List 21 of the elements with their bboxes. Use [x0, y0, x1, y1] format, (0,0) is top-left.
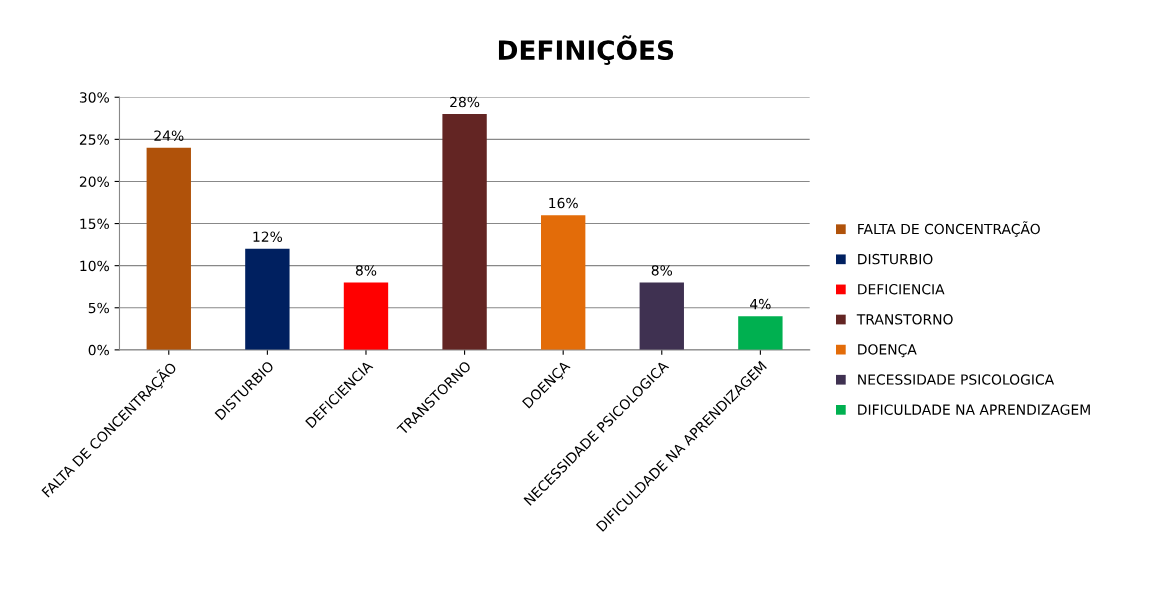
- data-label: 4%: [750, 298, 771, 310]
- y-tick-label: 20%: [79, 176, 109, 187]
- legend-label: DISTURBIO: [858, 253, 933, 265]
- data-label: 8%: [651, 265, 673, 276]
- legend-label: DEFICIENCIA: [858, 283, 945, 295]
- data-label: 16%: [549, 197, 578, 209]
- data-label: 8%: [355, 265, 377, 276]
- legend-label: DOENÇA: [858, 344, 917, 358]
- data-label: 24%: [154, 130, 184, 141]
- y-tick-label: 30%: [79, 92, 109, 103]
- legend-label: TRANSTORNO: [856, 314, 953, 325]
- y-tick-label: 10%: [80, 260, 109, 272]
- y-tick-label: 0%: [88, 344, 109, 356]
- y-tick-label: 15%: [80, 218, 109, 230]
- y-tick-label: 5%: [88, 302, 109, 314]
- legend-label: FALTA DE CONCENTRAÇÃO: [858, 221, 1040, 237]
- data-label: 12%: [253, 231, 283, 242]
- y-tick-label: 25%: [79, 134, 109, 145]
- chart-title: DEFINIÇÕES: [498, 35, 674, 65]
- legend-label: NECESSIDADE PSICOLOGICA: [858, 374, 1055, 385]
- data-label: 28%: [450, 96, 480, 108]
